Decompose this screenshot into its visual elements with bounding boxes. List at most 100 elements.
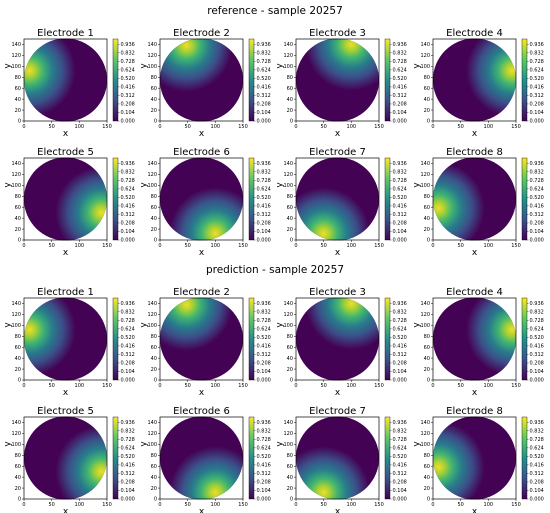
- x-tick-label: 50: [320, 502, 326, 508]
- x-tick-label: 50: [457, 383, 463, 389]
- colorbar-tick-label: 0.312: [530, 352, 544, 358]
- colorbar-tick-label: 0.104: [121, 369, 135, 375]
- x-tick-label: 0: [294, 383, 297, 389]
- colorbar-tick-label: 0.000: [121, 238, 135, 244]
- colorbar: [112, 416, 119, 500]
- axes-frame: [23, 38, 108, 122]
- x-tick-label: 150: [102, 124, 112, 130]
- colorbar-tick-label: 0.000: [257, 238, 271, 244]
- colorbar-tick-label: 0.936: [530, 161, 544, 167]
- colorbar-tick-label: 0.416: [121, 85, 135, 91]
- y-axis-label: y: [412, 182, 422, 188]
- y-tick-label: 0: [154, 497, 157, 503]
- x-tick-label: 100: [75, 124, 85, 130]
- panel-title: Electrode 8: [446, 406, 503, 417]
- colorbar-tick-label: 0.520: [257, 76, 271, 82]
- axes-frame: [23, 297, 108, 381]
- x-tick-label: 0: [22, 502, 25, 508]
- x-tick-label: 50: [457, 502, 463, 508]
- x-tick-label: 0: [158, 502, 161, 508]
- x-tick-label: 100: [484, 243, 494, 249]
- colorbar-tick-label: 0.104: [257, 369, 271, 375]
- panel-ref-electrode-2: Electrode 2 0 50 100 150 0 20 40 60 80 100 120 140 x y…: [139, 28, 271, 139]
- x-axis-label: x: [63, 248, 69, 258]
- colorbar-tick-label: 0.416: [121, 344, 135, 350]
- y-tick-label: 60: [424, 205, 430, 211]
- colorbar-tick-label: 0.416: [393, 463, 407, 469]
- panel-title: Electrode 7: [309, 406, 366, 417]
- y-tick-label: 100: [11, 323, 21, 329]
- x-tick-label: 150: [511, 383, 521, 389]
- colorbar-tick-label: 0.312: [530, 93, 544, 99]
- x-tick-label: 100: [75, 243, 85, 249]
- y-axis-label: y: [3, 182, 13, 188]
- y-tick-label: 20: [151, 367, 157, 373]
- colorbar-tick-label: 0.832: [257, 169, 271, 175]
- colorbar-tick-label: 0.728: [393, 178, 407, 184]
- y-axis-label: y: [275, 322, 285, 328]
- y-axis-label: y: [412, 63, 422, 69]
- colorbar-tick-label: 0.416: [393, 204, 407, 210]
- y-tick-label: 40: [287, 97, 293, 103]
- colorbar-tick-label: 0.208: [393, 361, 407, 367]
- y-tick-label: 0: [154, 378, 157, 384]
- axes-frame: [295, 157, 380, 241]
- panel-title: Electrode 7: [309, 147, 366, 158]
- colorbar-tick-label: 0.208: [393, 480, 407, 486]
- x-tick-label: 50: [457, 124, 463, 130]
- x-tick-label: 100: [211, 383, 221, 389]
- y-tick-label: 60: [15, 205, 21, 211]
- colorbar: [248, 38, 255, 122]
- colorbar: [521, 416, 528, 500]
- panel-title: Electrode 4: [446, 287, 503, 298]
- colorbar-tick-label: 0.208: [530, 480, 544, 486]
- x-tick-label: 50: [48, 383, 54, 389]
- colorbar-tick-label: 0.624: [393, 446, 407, 452]
- y-tick-label: 40: [15, 356, 21, 362]
- y-tick-label: 140: [11, 301, 21, 307]
- colorbar-tick-label: 0.208: [393, 102, 407, 108]
- y-tick-label: 140: [283, 420, 293, 426]
- colorbar-tick-label: 0.416: [121, 463, 135, 469]
- y-tick-label: 40: [15, 475, 21, 481]
- panel-pred-electrode-5: Electrode 5 0 50 100 150 0 20 40 60 80 100 120 140 x y…: [3, 406, 135, 513]
- y-tick-label: 0: [18, 238, 21, 244]
- y-tick-label: 40: [151, 97, 157, 103]
- y-tick-label: 80: [424, 75, 430, 81]
- x-axis-label: x: [472, 248, 478, 258]
- x-tick-label: 100: [211, 502, 221, 508]
- x-axis-label: x: [199, 507, 205, 513]
- colorbar-tick-label: 0.520: [530, 335, 544, 341]
- colorbar-tick-label: 0.000: [530, 119, 544, 125]
- colorbar-tick-label: 0.208: [257, 480, 271, 486]
- y-tick-label: 20: [424, 367, 430, 373]
- colorbar-tick-label: 0.936: [393, 420, 407, 426]
- panel-ref-electrode-3: Electrode 3 0 50 100 150 0 20 40 60 80 100 120 140 x y…: [275, 28, 407, 139]
- y-tick-label: 80: [287, 334, 293, 340]
- colorbar-tick-label: 0.104: [393, 229, 407, 235]
- y-tick-label: 80: [15, 75, 21, 81]
- y-tick-label: 40: [287, 475, 293, 481]
- colorbar-tick-label: 0.520: [121, 335, 135, 341]
- x-tick-label: 100: [484, 124, 494, 130]
- x-tick-label: 150: [102, 243, 112, 249]
- colorbar-tick-label: 0.000: [530, 238, 544, 244]
- y-tick-label: 20: [151, 108, 157, 114]
- axes-frame: [432, 157, 517, 241]
- x-tick-label: 150: [374, 383, 384, 389]
- y-tick-label: 120: [283, 53, 293, 59]
- colorbar: [112, 297, 119, 381]
- axes-frame: [159, 157, 244, 241]
- panel-title: Electrode 6: [173, 406, 230, 417]
- x-axis-label: x: [335, 129, 341, 139]
- y-tick-label: 0: [18, 378, 21, 384]
- colorbar-tick-label: 0.832: [393, 169, 407, 175]
- panel-title: Electrode 3: [309, 287, 366, 298]
- x-tick-label: 150: [102, 383, 112, 389]
- colorbar-tick-label: 0.624: [257, 446, 271, 452]
- colorbar-tick-label: 0.520: [121, 76, 135, 82]
- colorbar-tick-label: 0.624: [121, 68, 135, 74]
- colorbar-tick-label: 0.000: [257, 378, 271, 384]
- colorbar-tick-label: 0.104: [121, 229, 135, 235]
- y-axis-label: y: [3, 322, 13, 328]
